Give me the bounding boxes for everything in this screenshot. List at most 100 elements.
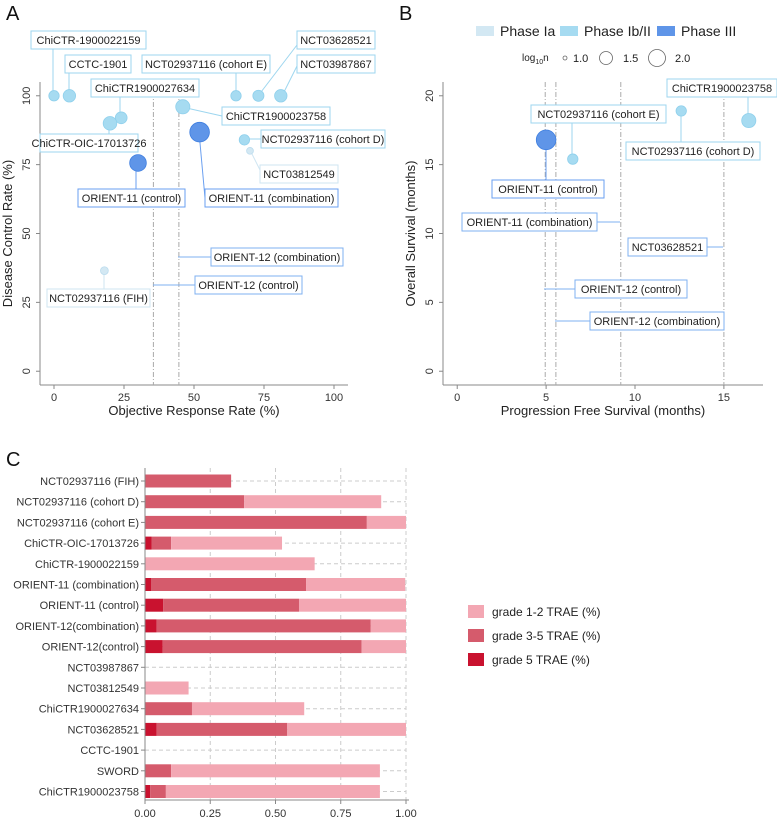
x-axis-title: Progression Free Survival (months) [501,403,705,418]
bar-segment-grade-1-2 [171,764,380,778]
category-label: ChiCTR-OIC-17013726 [24,538,139,550]
data-point [129,154,147,172]
data-point [102,116,118,131]
label-box [204,188,339,208]
label-box [491,179,605,199]
bar-segment-grade-3-5 [145,764,172,778]
point-label: ORIENT-11 (combination) [209,193,335,205]
label-box [574,279,688,299]
point-label: CCTC-1901 [69,59,128,71]
data-point [238,134,250,146]
label-box [259,164,339,184]
bar-segment-grade-1-2 [361,640,406,654]
category-label: ORIENT-11 (combination) [13,580,139,592]
legend-label: Phase Ib/II [584,23,651,39]
panel-label-a: A [6,3,20,25]
panel-label-b: B [399,3,412,25]
bar-segment-grade-1-2 [191,702,305,716]
bar-segment-grade-5 [145,578,152,591]
bar-segment-grade-1-2 [244,495,382,509]
data-point [175,99,191,115]
category-label: NCT02937116 (cohort D) [16,497,139,509]
data-point [675,105,687,117]
point-label: ChiCTR1900023758 [672,83,772,95]
size-legend-circle [599,51,613,65]
data-point [230,90,242,102]
y-tick-label: 0 [424,368,436,374]
point-label: ORIENT-12 (control) [581,284,681,296]
y-axis-title: Overall Survival (months) [403,161,418,307]
point-label: NCT03628521 [300,35,372,47]
legend-swatch [468,653,484,666]
x-tick-label: 100 [325,392,343,404]
size-legend-circle [562,55,568,61]
point-label: ORIENT-11 (combination) [467,217,593,229]
point-label: ORIENT-12 (combination) [594,316,721,328]
data-point [567,153,579,165]
data-point [48,90,60,102]
label-box [64,54,132,74]
point-label: ORIENT-12 (control) [198,280,298,292]
bar-segment-grade-3-5 [156,619,371,633]
y-tick-label: 25 [21,296,33,308]
label-box [530,104,667,124]
data-point [189,121,210,143]
bar-segment-grade-3-5 [151,578,307,591]
category-label: NCT03628521 [67,724,139,736]
bar-segment-grade-3-5 [145,495,245,509]
bar-segment-grade-5 [145,640,163,654]
legend-swatch [468,629,484,642]
label-box [461,212,598,232]
label-box [39,133,139,153]
data-point [252,89,265,102]
point-label: NCT02937116 (cohort D) [262,134,385,146]
point-label: NCT03987867 [300,59,372,71]
y-tick-label: 0 [21,368,33,374]
bar-segment-grade-5 [145,785,151,798]
bar-segment-grade-1-2 [145,557,315,571]
point-label: NCT02937116 (cohort E) [537,109,659,121]
category-label: NCT02937116 (cohort E) [17,517,139,529]
category-label: ChiCTR-1900022159 [35,559,139,571]
legend-label: Phase III [681,23,736,39]
leader-line [198,131,206,199]
x-tick-label: 0.00 [134,808,155,820]
label-box [221,106,331,126]
size-legend-title: log10n [522,53,549,66]
label-box [210,247,344,267]
bar-segment-grade-3-5 [151,536,172,550]
x-tick-label: 15 [718,392,730,404]
bar-segment-grade-1-2 [306,578,406,591]
label-box [30,30,147,50]
x-axis-title: Objective Response Rate (%) [108,403,279,418]
bar-segment-grade-3-5 [145,515,367,529]
bar-segment-grade-1-2 [287,722,406,736]
x-tick-label: 0 [454,392,460,404]
bar-segment-grade-3-5 [145,474,232,488]
bar-segment-grade-1-2 [298,598,406,612]
category-label: ORIENT-12(combination) [16,621,140,633]
category-label: ORIENT-12(control) [42,642,139,654]
y-axis-title: Disease Control Rate (%) [0,160,15,307]
bar-segment-grade-1-2 [171,536,283,550]
label-box [296,54,376,74]
legend-swatch [468,605,484,618]
category-label: NCT02937116 (FIH) [40,476,139,488]
size-legend-title-log: log [522,53,535,64]
label-box [77,188,186,208]
y-tick-label: 20 [424,90,436,102]
category-label: NCT03987867 [67,662,139,674]
x-tick-label: 50 [188,392,200,404]
y-tick-label: 15 [424,159,436,171]
size-legend-label: 1.5 [623,53,638,65]
category-label: ORIENT-11 (control) [40,600,139,612]
y-tick-label: 75 [21,159,33,171]
panel-b-scatter: 0 5 10 15 0 5 10 15 20 Progression Free Survival … [403,78,777,418]
bar-segment-grade-3-5 [156,722,288,736]
label-box [90,78,200,98]
bar-segment-grade-5 [145,598,164,612]
x-tick-label: 10 [629,392,641,404]
x-tick-label: 25 [118,392,130,404]
panel-a-scatter: 0 25 50 75 100 0 25 50 75 100 Objective Response R… [0,30,386,418]
